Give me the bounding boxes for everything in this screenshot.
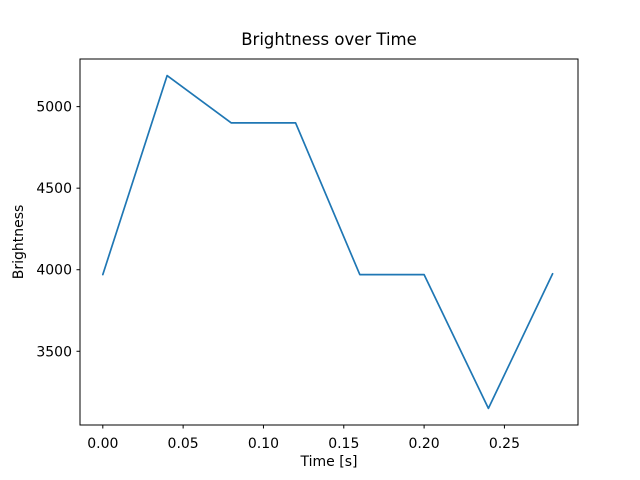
plot-frame — [79, 58, 579, 426]
x-tick-label: 0.15 — [328, 436, 359, 452]
x-tick-label: 0.20 — [409, 436, 440, 452]
y-axis-label: Brightness — [11, 204, 27, 280]
chart-title: Brightness over Time — [241, 30, 417, 49]
x-tick-label: 0.10 — [248, 436, 279, 452]
x-tick-label: 0.25 — [489, 436, 520, 452]
x-tick-label: 0.00 — [87, 436, 118, 452]
x-tick-label: 0.05 — [168, 436, 199, 452]
y-tick-label: 5000 — [36, 100, 72, 116]
y-tick-label: 4500 — [36, 181, 72, 197]
brightness-series-line — [101, 74, 554, 410]
y-tick-label: 4000 — [36, 263, 72, 279]
x-axis-label: Time [s] — [300, 454, 358, 470]
y-tick-label: 3500 — [36, 344, 72, 360]
